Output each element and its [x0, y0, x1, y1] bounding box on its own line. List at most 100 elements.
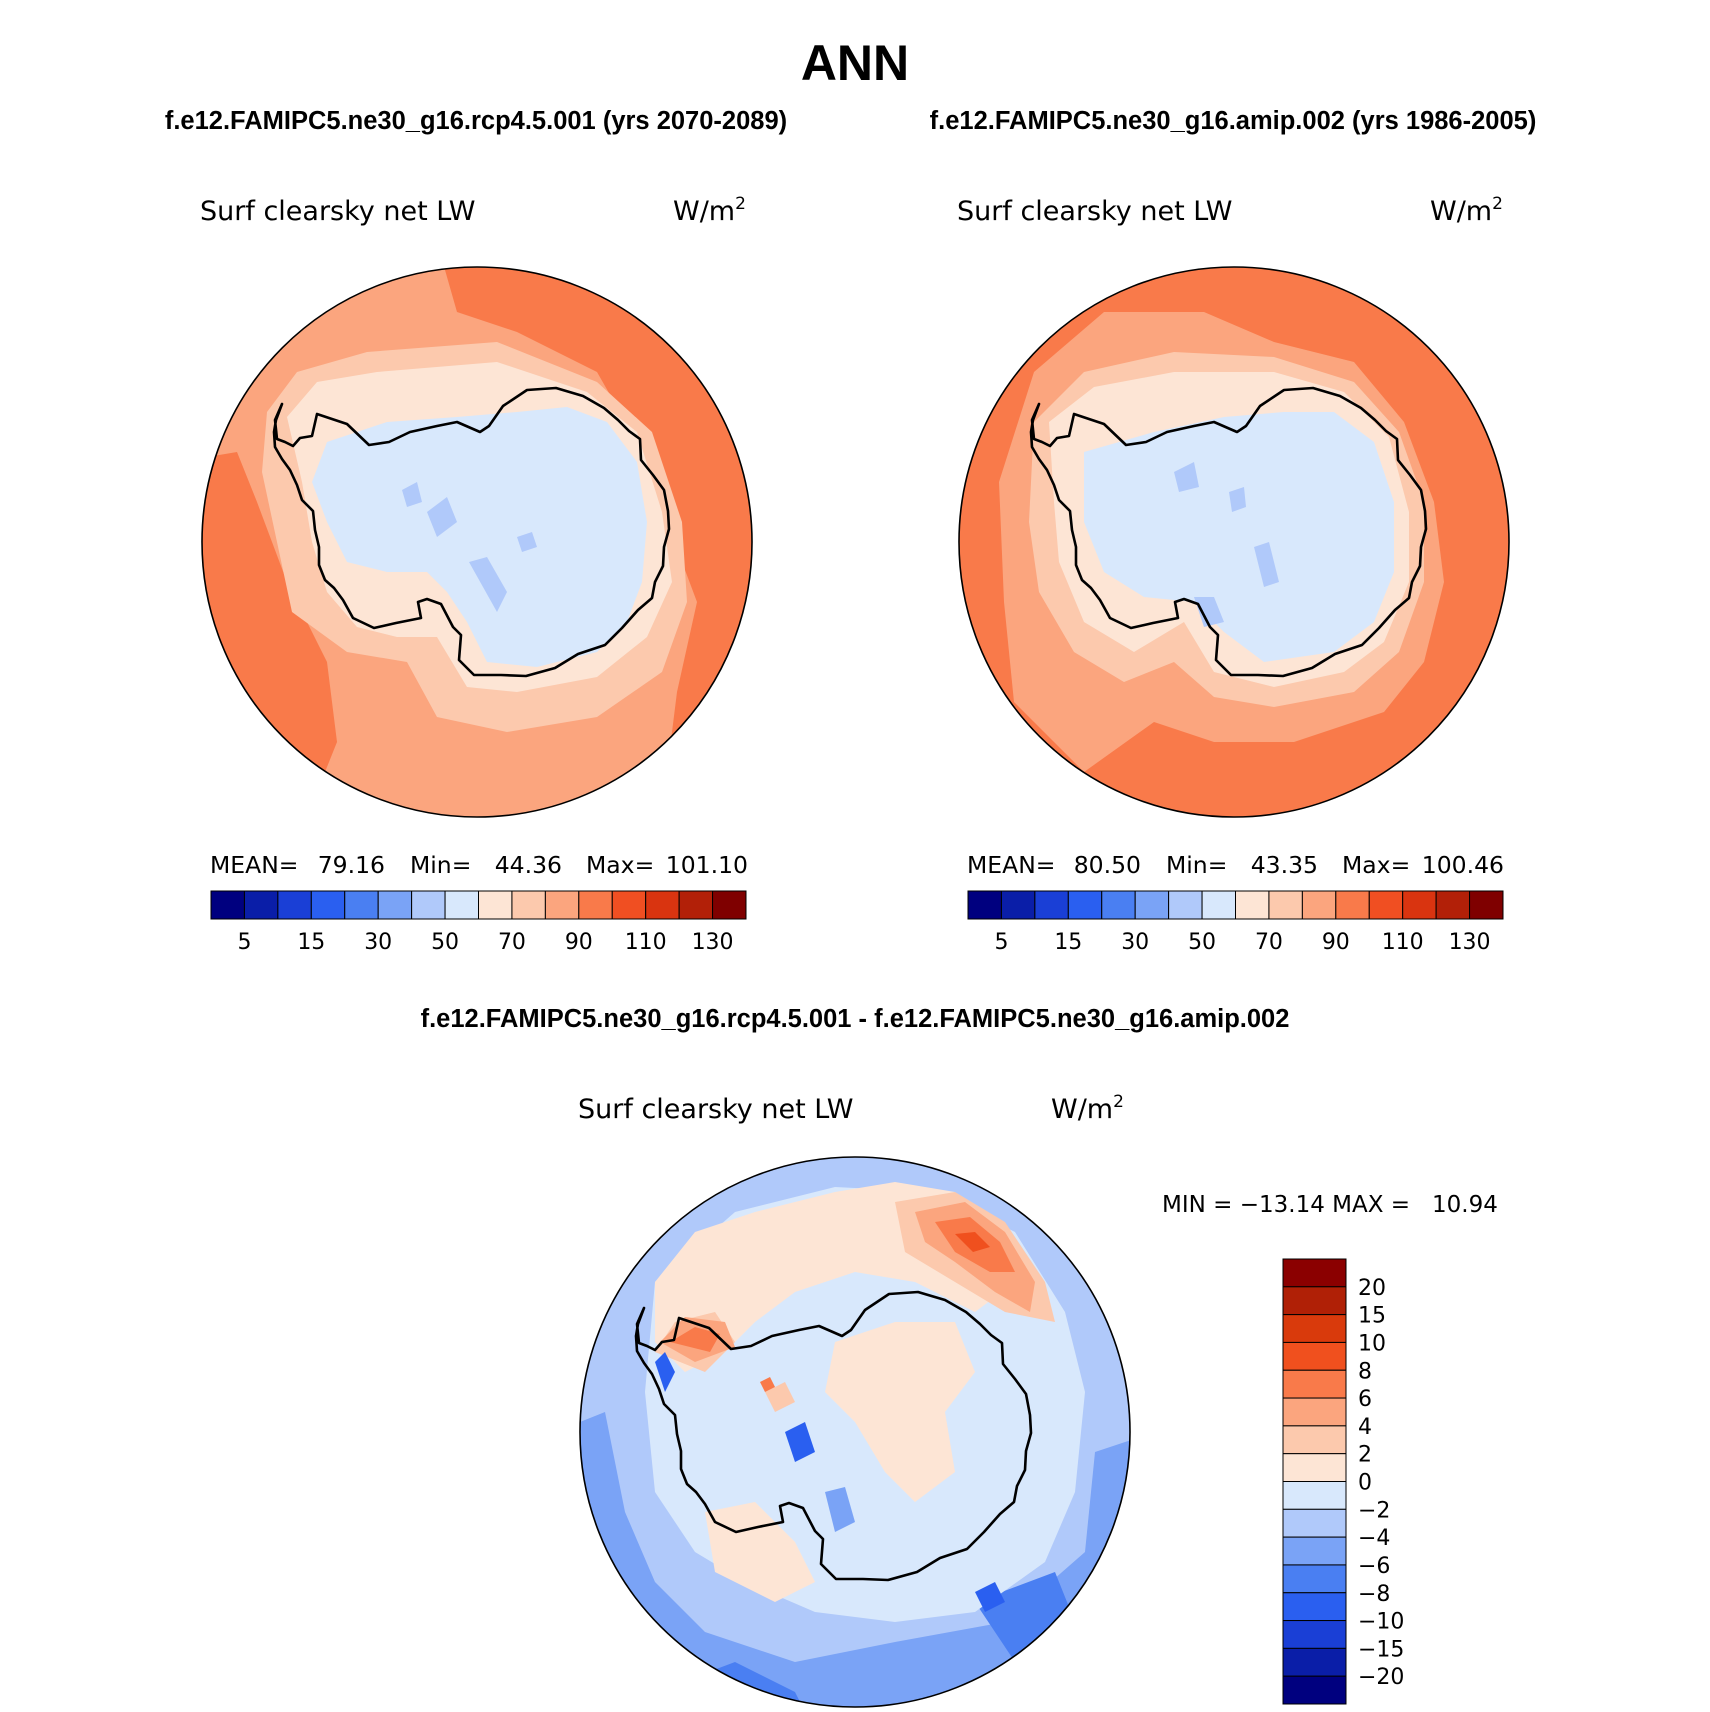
colorbar-swatch [678, 890, 714, 920]
panel-units-label: W/m2 [1051, 1092, 1124, 1125]
svg-text:43.35: 43.35 [1251, 851, 1318, 879]
contour-neg4-neg2 [580, 1412, 1130, 1707]
colorbar-swatch [1282, 1620, 1347, 1649]
colorbar-swatch [1282, 1369, 1347, 1399]
case2-header: f.e12.FAMIPC5.ne30_g16.amip.002 (yrs 198… [930, 107, 1537, 135]
colorbar-swatch [1282, 1286, 1347, 1316]
colorbar-swatch [611, 890, 647, 920]
svg-text:100.46: 100.46 [1422, 851, 1504, 879]
panel-units-label: W/m2 [673, 194, 746, 227]
colorbar-tick-label: 90 [1322, 930, 1350, 955]
contour-90-110 [437, 267, 752, 817]
colorbar-swatch [243, 890, 279, 920]
svg-text:Max=: Max= [586, 851, 654, 879]
colorbar-swatch [645, 890, 680, 920]
svg-text:101.10: 101.10 [666, 851, 748, 879]
svg-text:44.36: 44.36 [495, 851, 562, 879]
diff-minmax-label: MIN = −13.14 MAX = 10.94 [1162, 1192, 1498, 1218]
colorbar-swatch [210, 890, 245, 920]
colorbar-tick-label: −20 [1358, 1665, 1404, 1690]
colorbar-swatch [344, 890, 379, 920]
colorbar-swatch [1301, 890, 1337, 920]
colorbar-swatch [544, 890, 580, 920]
colorbar-tick-label: 10 [1358, 1331, 1386, 1356]
colorbar-tick-label: −4 [1358, 1526, 1390, 1551]
contour-neg8-neg6 [785, 1422, 815, 1462]
colorbar-tick-label: 130 [692, 930, 734, 955]
panel-variable-label: Surf clearsky net LW [578, 1094, 854, 1125]
colorbar-tick-label: 15 [1054, 930, 1082, 955]
colorbar-swatch [1282, 1647, 1347, 1677]
colorbar-swatch [1335, 890, 1370, 920]
contour-30-50 [1174, 462, 1199, 492]
colorbar-tick-label: 30 [364, 930, 392, 955]
case1-header: f.e12.FAMIPC5.ne30_g16.rcp4.5.001 (yrs 2… [165, 107, 787, 135]
svg-text:80.50: 80.50 [1074, 851, 1141, 879]
svg-text:79.16: 79.16 [318, 851, 385, 879]
diff-title: f.e12.FAMIPC5.ne30_g16.rcp4.5.001 - f.e1… [421, 1005, 1290, 1033]
colorbar-swatch [1282, 1508, 1347, 1538]
season-title: ANN [801, 35, 909, 91]
svg-text:MEAN=: MEAN= [967, 851, 1055, 879]
contour-neg4-neg2 [825, 1487, 855, 1532]
panel-units-label: W/m2 [1430, 194, 1503, 227]
colorbar-swatch [1067, 890, 1103, 920]
svg-text:MEAN=: MEAN= [210, 851, 298, 879]
colorbar-swatch [1282, 1675, 1347, 1705]
colorbar-tick-label: 5 [994, 930, 1008, 955]
colorbar-swatch [277, 890, 312, 920]
colorbar-swatch [444, 890, 479, 920]
colorbar-swatch [1402, 890, 1437, 920]
panel-variable-label: Surf clearsky net LW [200, 196, 476, 227]
panel-case1: Surf clearsky net LW W/m2 MEAN= 79.16 Mi… [200, 194, 753, 955]
contour-30-50 [427, 497, 457, 537]
colorbar-tick-label: −15 [1358, 1637, 1404, 1662]
colorbar-tick-label: 130 [1449, 930, 1491, 955]
colorbar-swatch [1168, 890, 1203, 920]
panel-variable-label: Surf clearsky net LW [957, 196, 1233, 227]
colorbar-swatch [511, 890, 546, 920]
colorbar-swatch [967, 890, 1002, 920]
colorbar-swatch [1282, 1453, 1347, 1482]
colorbar-tick-label: −2 [1358, 1498, 1390, 1523]
colorbar-tick-label: 50 [431, 930, 459, 955]
colorbar-tick-label: 4 [1358, 1415, 1372, 1440]
colorbar-swatch [1282, 1592, 1347, 1622]
colorbar-tick-label: 20 [1358, 1276, 1386, 1301]
panel-difference: Surf clearsky net LW W/m2 MIN = −13.14 M… [578, 1092, 1498, 1708]
panel-case2: Surf clearsky net LW W/m2 MEAN= 80.50 Mi… [957, 194, 1510, 955]
colorbar-swatch [1201, 890, 1236, 920]
colorbar-tick-label: 5 [237, 930, 251, 955]
map-boundary [201, 266, 753, 818]
contour-0-2 [825, 1322, 975, 1502]
colorbar-swatch [1282, 1314, 1347, 1343]
contour-30-50 [517, 532, 537, 552]
polar-map-difference [579, 1156, 1131, 1708]
colorbar-swatch [1000, 890, 1036, 920]
stats-line-case2: MEAN= 80.50 Min= 43.35 Max= 100.46 [967, 851, 1504, 879]
colorbar-swatch [377, 890, 413, 920]
map-boundary [958, 266, 1510, 818]
colorbar-swatch [1282, 1397, 1347, 1427]
colorbar-swatch [1282, 1481, 1347, 1510]
contour-30-50 [1194, 597, 1224, 627]
svg-text:Max=: Max= [1342, 851, 1410, 879]
contour-8-10 [955, 1232, 990, 1252]
colorbar-tick-label: 2 [1358, 1443, 1372, 1468]
colorbar-tick-label: 110 [625, 930, 667, 955]
contour-2-4 [765, 1382, 795, 1412]
colorbar-tick-label: 70 [1255, 930, 1283, 955]
colorbar-case1: 5 15 30 50 70 90 110 130 [210, 890, 747, 955]
colorbar-swatch [1282, 1425, 1347, 1455]
stats-line-case1: MEAN= 79.16 Min= 44.36 Max= 101.10 [210, 851, 748, 879]
polar-map-case2 [958, 266, 1510, 818]
colorbar-tick-label: 30 [1121, 930, 1149, 955]
contour-6-8 [760, 1377, 775, 1392]
contour-neg8-neg6 [655, 1352, 675, 1392]
colorbar-swatch [712, 890, 747, 920]
colorbar-swatch [1134, 890, 1170, 920]
colorbar-swatch [478, 890, 513, 920]
colorbar-case2: 5 15 30 50 70 90 110 130 [967, 890, 1504, 955]
contour-30-50 [1229, 487, 1246, 512]
colorbar-tick-label: 15 [297, 930, 325, 955]
